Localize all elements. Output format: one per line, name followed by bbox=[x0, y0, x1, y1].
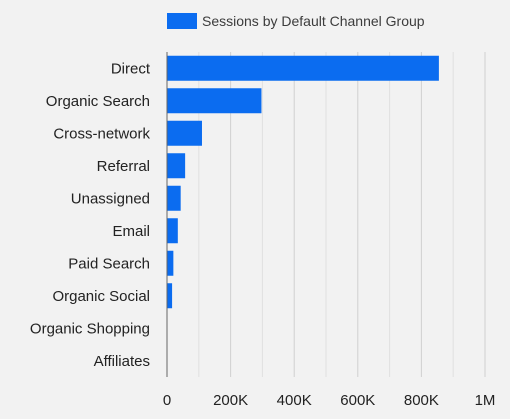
category-label: Unassigned bbox=[71, 190, 150, 207]
category-label: Paid Search bbox=[68, 255, 150, 272]
bar-unassigned[interactable] bbox=[167, 186, 181, 211]
legend-swatch[interactable] bbox=[167, 13, 197, 29]
legend: Sessions by Default Channel Group bbox=[167, 13, 425, 29]
x-tick-label: 0 bbox=[163, 392, 171, 409]
x-tick-label: 400K bbox=[277, 392, 312, 409]
x-tick-label: 800K bbox=[404, 392, 439, 409]
category-label: Direct bbox=[111, 60, 151, 77]
legend-label[interactable]: Sessions by Default Channel Group bbox=[202, 13, 425, 29]
bar-email[interactable] bbox=[167, 218, 178, 243]
category-label: Email bbox=[112, 223, 150, 240]
x-tick-label: 200K bbox=[213, 392, 248, 409]
category-label: Organic Social bbox=[52, 288, 150, 305]
bars bbox=[167, 56, 439, 374]
x-tick-labels: 0 200K 400K 600K 800K 1M bbox=[163, 392, 496, 409]
category-labels: Direct Organic Search Cross-network Referra… bbox=[30, 60, 151, 370]
category-label: Organic Shopping bbox=[30, 320, 150, 337]
bar-paid-search[interactable] bbox=[167, 251, 173, 276]
category-label: Affiliates bbox=[94, 353, 150, 370]
category-label: Cross-network bbox=[53, 125, 150, 142]
category-label: Referral bbox=[97, 158, 150, 175]
bar-cross-network[interactable] bbox=[167, 121, 202, 146]
bar-organic-search[interactable] bbox=[167, 88, 261, 113]
bar-organic-social[interactable] bbox=[167, 283, 172, 308]
x-tick-label: 1M bbox=[475, 392, 496, 409]
category-label: Organic Search bbox=[46, 93, 150, 110]
bar-direct[interactable] bbox=[167, 56, 439, 81]
bar-referral[interactable] bbox=[167, 153, 185, 178]
x-tick-label: 600K bbox=[340, 392, 375, 409]
